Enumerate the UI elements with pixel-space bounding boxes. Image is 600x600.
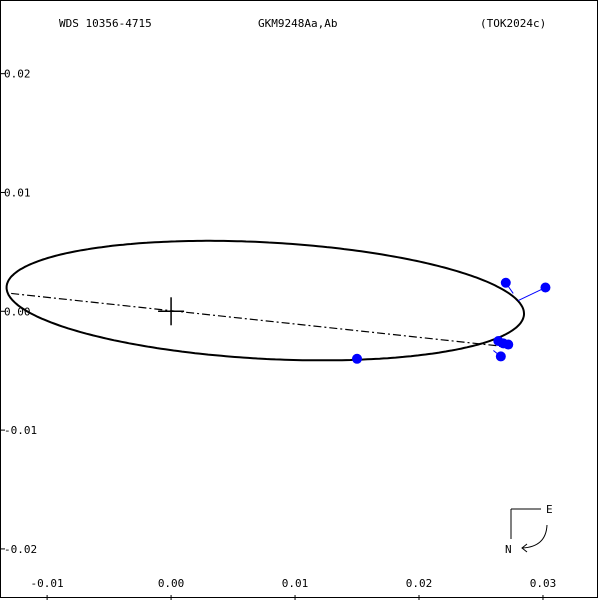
compass-rose: E N: [505, 503, 553, 556]
compass-north-label: N: [505, 543, 512, 556]
discoverer-label: GKM9248Aa,Ab: [258, 17, 338, 30]
observation-point: [500, 277, 511, 288]
x-tick-label: -0.01: [31, 577, 64, 590]
compass-rotation-arrow: [521, 524, 548, 549]
x-tick-label: 0.01: [282, 577, 309, 590]
x-tick-label: 0.03: [530, 577, 557, 590]
wds-id-label: WDS 10356-4715: [59, 17, 152, 30]
compass-east-label: E: [546, 503, 553, 516]
observation-point: [495, 351, 506, 362]
observation-point: [540, 282, 551, 293]
y-tick-label: 0.02: [4, 68, 31, 81]
residual-line: [517, 287, 546, 302]
x-tick-label: 0.00: [158, 577, 185, 590]
observation-point: [352, 353, 363, 364]
y-tick-label: -0.02: [4, 543, 37, 556]
x-tick-label: 0.02: [406, 577, 433, 590]
y-tick-label: 0.01: [4, 186, 31, 199]
y-tick-label: -0.01: [4, 424, 37, 437]
observation-point: [503, 339, 514, 350]
line-of-nodes: [11, 292, 509, 348]
compass-arrowhead: [521, 543, 528, 553]
reference-label: (TOK2024c): [480, 17, 547, 30]
orbit-ellipse: [5, 239, 525, 362]
